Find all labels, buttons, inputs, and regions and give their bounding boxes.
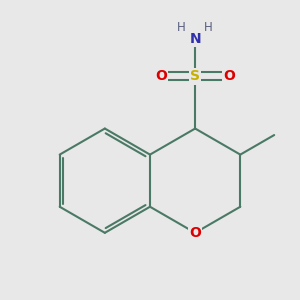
Text: S: S	[190, 69, 200, 83]
Text: O: O	[155, 69, 167, 83]
Text: O: O	[189, 226, 201, 240]
Text: H: H	[177, 21, 186, 34]
Text: N: N	[189, 32, 201, 46]
Text: O: O	[223, 69, 235, 83]
Text: H: H	[204, 21, 213, 34]
